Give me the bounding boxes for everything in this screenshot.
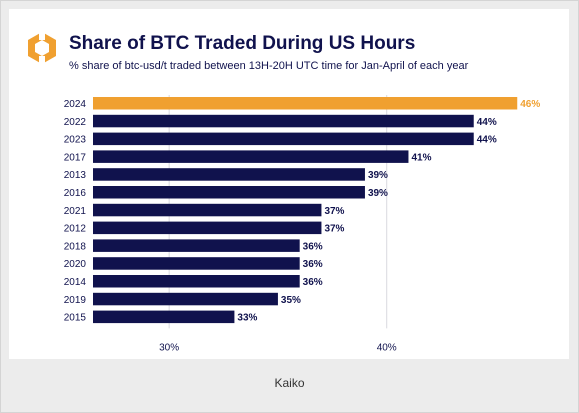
value-label: 33% (237, 313, 257, 324)
value-label: 46% (520, 99, 540, 110)
category-label: 2018 (64, 241, 87, 252)
bar (93, 221, 322, 235)
bar (93, 310, 235, 324)
bar (93, 275, 300, 288)
category-label: 2013 (64, 170, 87, 181)
chart-subtitle: % share of btc-usd/t traded between 13H-… (69, 60, 469, 72)
category-label: 2023 (64, 135, 87, 146)
value-label: 44% (477, 135, 497, 146)
category-label: 2019 (64, 295, 87, 306)
category-label: 2012 (64, 224, 87, 235)
value-label: 36% (303, 241, 323, 252)
x-tick-label: 30% (159, 342, 179, 353)
bar (93, 114, 474, 128)
bar (93, 132, 474, 146)
bar (93, 239, 300, 252)
bar (93, 186, 365, 199)
bar (93, 292, 278, 306)
x-tick-label: 40% (377, 342, 397, 353)
category-label: 2014 (64, 277, 87, 288)
category-label: 2016 (64, 188, 87, 199)
chart-card: Share of BTC Traded During US Hours % sh… (9, 9, 569, 359)
bar (93, 97, 518, 110)
value-label: 37% (324, 224, 344, 235)
value-label: 39% (368, 170, 388, 181)
bar (93, 203, 322, 217)
kaiko-logo (28, 32, 56, 64)
bar (93, 257, 300, 270)
category-label: 2021 (64, 206, 87, 217)
category-label: 2017 (64, 152, 87, 163)
value-label: 41% (411, 152, 431, 163)
category-label: 2015 (64, 313, 87, 324)
value-label: 39% (368, 188, 388, 199)
category-label: 2024 (64, 99, 87, 110)
value-label: 36% (303, 259, 323, 270)
bar (93, 168, 365, 181)
value-label: 37% (324, 206, 344, 217)
bar (93, 150, 409, 163)
category-label: 2020 (64, 259, 87, 270)
value-label: 35% (281, 295, 301, 306)
chart-title: Share of BTC Traded During US Hours (69, 33, 416, 54)
bar-chart: 30% 40% 2024 46% 2022 44% 2023 44% 2017 41% 2013 39… (64, 95, 540, 353)
value-label: 44% (477, 117, 497, 128)
figure-caption: Kaiko (274, 376, 305, 390)
category-label: 2022 (64, 117, 87, 128)
value-label: 36% (303, 277, 323, 288)
